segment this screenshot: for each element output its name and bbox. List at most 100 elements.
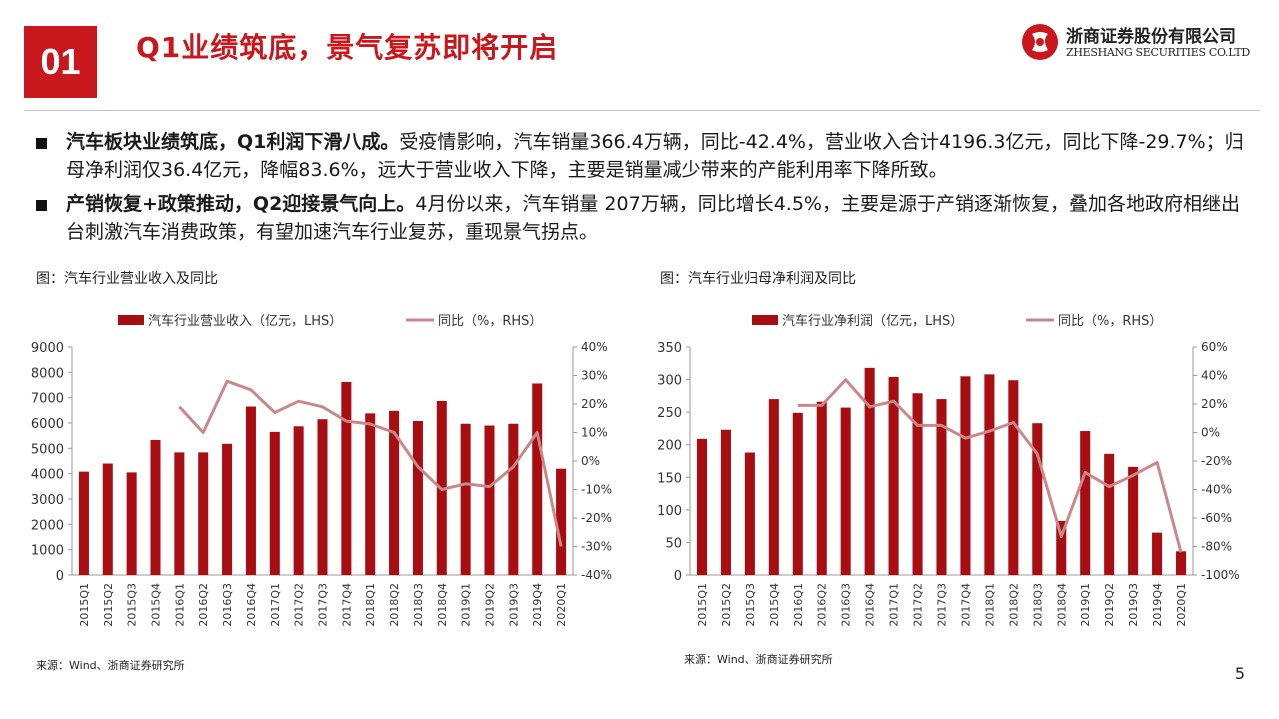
x-tick-label: 2018Q1	[364, 583, 377, 627]
right-tick-label: -30%	[581, 540, 612, 554]
x-tick-label: 2020Q1	[555, 583, 568, 627]
x-tick-label: 2017Q3	[936, 583, 949, 627]
chart-source-profit: 来源：Wind、浙商证券研究所	[684, 653, 833, 666]
bar-2017Q1	[888, 376, 899, 575]
x-tick-label: 2017Q2	[293, 583, 306, 627]
bar-2019Q4	[1152, 532, 1163, 575]
left-tick-label: 200	[657, 439, 682, 454]
legend-bar-label: 汽车行业营业收入（亿元，LHS）	[148, 313, 342, 329]
x-tick-label: 2016Q4	[864, 583, 877, 627]
header-divider	[24, 110, 1260, 111]
logo-mark-icon	[1022, 24, 1058, 60]
bar-2019Q1	[1080, 431, 1091, 575]
left-tick-label: 0	[56, 569, 64, 584]
left-tick-label: 5000	[31, 442, 64, 457]
bar-2016Q3	[840, 407, 851, 575]
bar-2017Q3	[317, 419, 328, 575]
legend-bar-swatch	[118, 315, 144, 325]
bar-2016Q2	[198, 452, 209, 575]
x-tick-label: 2016Q3	[221, 583, 234, 627]
bullet-heading: 汽车板块业绩筑底，Q1利润下滑八成。	[66, 131, 400, 153]
right-tick-label: -10%	[581, 483, 612, 497]
x-tick-label: 2016Q2	[197, 583, 210, 627]
right-tick-label: 0%	[581, 454, 600, 468]
bar-2018Q1	[365, 413, 376, 575]
right-tick-label: -40%	[1201, 483, 1232, 497]
bullet-list: 汽车板块业绩筑底，Q1利润下滑八成。受疫情影响，汽车销量366.4万辆，同比-4…	[36, 128, 1246, 252]
bullet-square-icon	[36, 138, 47, 149]
bar-2017Q4	[960, 376, 971, 575]
bar-2019Q4	[532, 383, 543, 575]
x-tick-label: 2015Q1	[696, 583, 709, 627]
bar-2015Q3	[126, 472, 137, 575]
bar-2017Q2	[912, 393, 923, 575]
bar-2016Q1	[792, 412, 803, 575]
x-tick-label: 2017Q3	[317, 583, 330, 627]
bar-2017Q2	[293, 426, 304, 575]
x-tick-label: 2016Q2	[816, 583, 829, 627]
x-tick-label: 2016Q1	[173, 583, 186, 627]
company-logo: 浙商证券股份有限公司 ZHESHANG SECURITIES CO.LTD	[1020, 20, 1260, 64]
x-tick-label: 2019Q4	[1151, 583, 1164, 627]
x-tick-label: 2016Q3	[840, 583, 853, 627]
bar-2016Q2	[816, 401, 827, 575]
logo-company-name-en: ZHESHANG SECURITIES CO.LTD	[1066, 46, 1250, 59]
bar-2017Q4	[341, 381, 352, 575]
left-tick-label: 9000	[31, 341, 64, 356]
right-tick-label: -20%	[581, 511, 612, 525]
legend-line-label: 同比（%，RHS）	[1058, 314, 1162, 329]
legend-bar-label: 汽车行业净利润（亿元，LHS）	[782, 313, 963, 329]
profit-chart: 汽车行业净利润（亿元，LHS） 同比（%，RHS） 0 50 100 150 200 250 3…	[657, 313, 1239, 627]
x-tick-label: 2015Q2	[720, 583, 733, 627]
bar-2015Q2	[720, 429, 731, 575]
bar-2016Q4	[864, 367, 875, 575]
right-tick-label: 20%	[1201, 397, 1228, 411]
chart-caption-profit: 图：汽车行业归母净利润及同比	[660, 271, 856, 287]
bar-2020Q1	[1175, 551, 1187, 575]
bar-2019Q2	[484, 425, 495, 575]
right-tick-label: 0%	[1201, 426, 1220, 440]
x-tick-label: 2015Q1	[78, 583, 91, 627]
chart-source-revenue: 来源：Wind、浙商证券研究所	[36, 659, 185, 672]
bar-2016Q3	[222, 443, 233, 575]
bar-2015Q1	[696, 438, 708, 575]
left-tick-label: 7000	[31, 392, 64, 407]
bullet-square-icon	[36, 200, 47, 211]
right-tick-label: -80%	[1201, 540, 1232, 554]
right-tick-label: 60%	[1201, 340, 1228, 354]
x-tick-label: 2019Q2	[484, 583, 497, 627]
bar-2018Q3	[1032, 423, 1043, 575]
bar-2019Q3	[1128, 466, 1139, 575]
x-tick-label: 2018Q3	[412, 583, 425, 627]
x-tick-label: 2017Q1	[269, 583, 282, 627]
revenue-chart: 汽车行业营业收入（亿元，LHS） 同比（%，RHS） 0 1000 2000 3000 40…	[31, 313, 612, 627]
right-tick-label: 40%	[1201, 369, 1228, 383]
right-tick-label: 10%	[581, 426, 608, 440]
bar-2015Q2	[102, 463, 113, 575]
right-tick-label: 40%	[581, 340, 608, 354]
left-tick-label: 6000	[31, 417, 64, 432]
bar-2018Q2	[1008, 380, 1019, 575]
bar-2018Q1	[984, 374, 995, 575]
x-tick-label: 2018Q4	[1055, 583, 1068, 627]
left-tick-label: 300	[657, 374, 682, 389]
x-tick-label: 2017Q1	[888, 583, 901, 627]
bullet-text: 受疫情影响，汽车销量366.4万辆，同比-42.4%，营业收入合计4196.3亿…	[66, 131, 1244, 181]
left-tick-label: 150	[657, 471, 682, 486]
bar-2019Q3	[508, 423, 519, 575]
legend-line-label: 同比（%，RHS）	[438, 314, 542, 329]
left-tick-label: 1000	[31, 544, 64, 559]
right-tick-label: -20%	[1201, 454, 1232, 468]
left-tick-label: 3000	[31, 493, 64, 508]
x-tick-label: 2019Q4	[531, 583, 544, 627]
bullet-text: 4月份以来，汽车销量 207万辆，同比增长4.5%，主要是源于产销逐渐恢复，叠加…	[66, 193, 1240, 243]
bar-2015Q4	[150, 439, 161, 575]
section-number-badge: 01	[24, 26, 97, 98]
left-tick-label: 0	[674, 569, 682, 584]
x-tick-label: 2019Q2	[1103, 583, 1116, 627]
logo-company-name-cn: 浙商证券股份有限公司	[1066, 27, 1236, 47]
x-tick-label: 2018Q4	[436, 583, 449, 627]
x-tick-label: 2018Q2	[388, 583, 401, 627]
x-tick-label: 2017Q4	[959, 583, 972, 627]
page-number: 5	[1234, 664, 1245, 683]
